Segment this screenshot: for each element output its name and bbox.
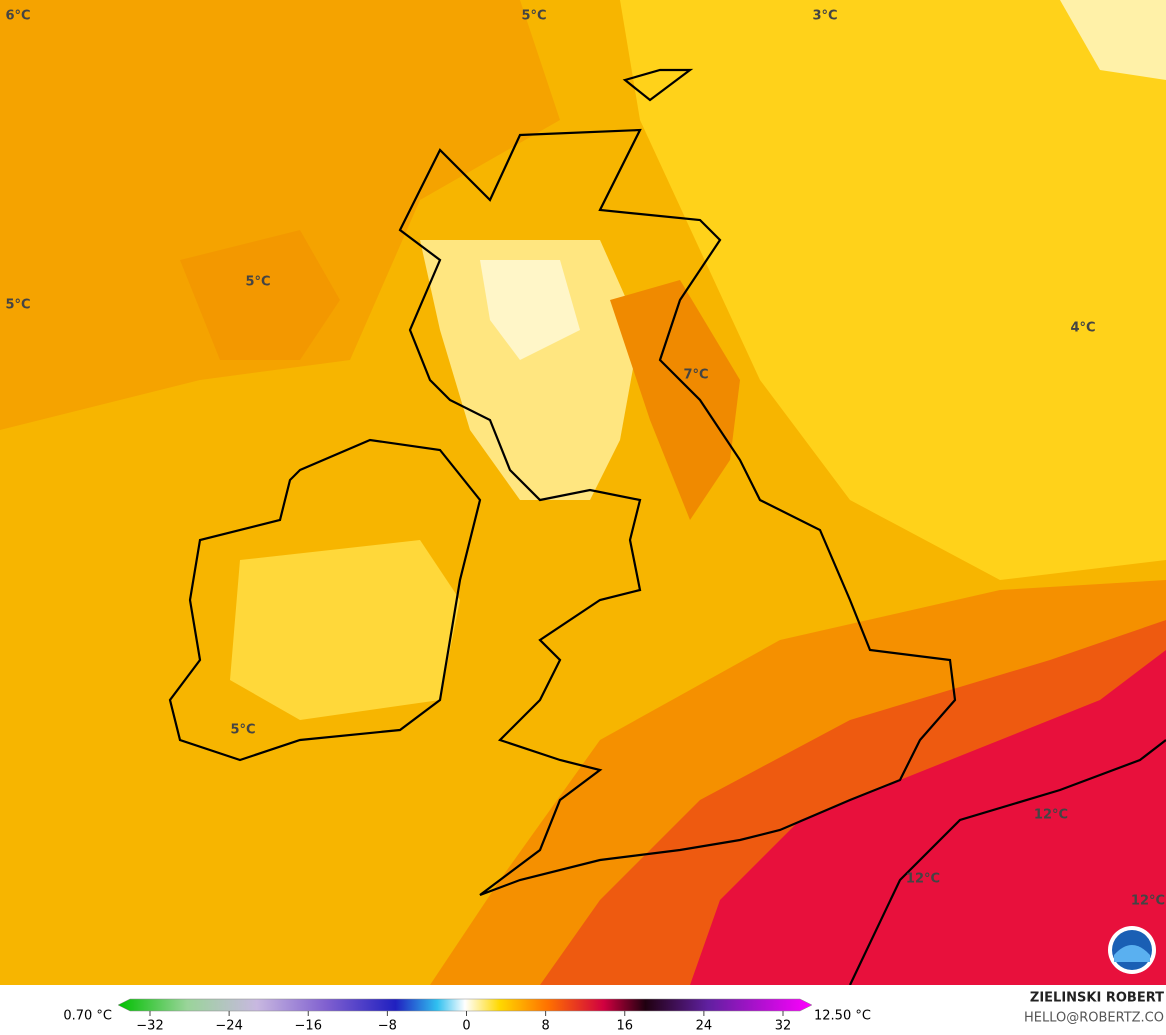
temp-label: 6°C	[5, 9, 30, 24]
temp-label: 12°C	[906, 872, 940, 887]
temp-label: 3°C	[812, 9, 837, 24]
colorbar-max: 12.50 °C	[814, 1009, 871, 1024]
colorbar-tick-label: −8	[378, 1019, 397, 1034]
credit-author: ZIELINSKI ROBERT	[1030, 991, 1164, 1006]
colorbar-tick-label: −24	[215, 1019, 242, 1034]
colorbar-tick-label: 32	[775, 1019, 792, 1034]
temp-label: 5°C	[245, 275, 270, 290]
temp-label: 4°C	[1070, 321, 1095, 336]
temp-label: 5°C	[521, 9, 546, 24]
colorbar: 0.70 °C 12.50 °C −32 −24 −16 −8 0 8 16 24 32	[63, 998, 871, 1034]
temp-label: 5°C	[230, 723, 255, 738]
credit-contact: HELLO@ROBERTZ.CO	[1024, 1011, 1164, 1026]
colorbar-tick-label: −16	[295, 1019, 322, 1034]
temp-label: 12°C	[1131, 894, 1165, 909]
colorbar-tick-label: 24	[696, 1019, 713, 1034]
temp-label: 5°C	[5, 298, 30, 313]
place-labels: 6°C 5°C 3°C 5°C 5°C 4°C 7°C 5°C 12°C 12°…	[5, 9, 1165, 909]
coastlines	[168, 68, 1166, 986]
colorbar-tick-label: 16	[616, 1019, 633, 1034]
colorbar-min: 0.70 °C	[63, 1009, 112, 1024]
colorbar-tick-label: 8	[541, 1019, 549, 1034]
temp-label: 7°C	[683, 368, 708, 383]
temp-label: 12°C	[1034, 808, 1068, 823]
logo	[1108, 926, 1156, 974]
colorbar-tick-label: 0	[462, 1019, 470, 1034]
temperature-field	[0, 0, 1166, 985]
colorbar-tick-label: −32	[136, 1019, 163, 1034]
